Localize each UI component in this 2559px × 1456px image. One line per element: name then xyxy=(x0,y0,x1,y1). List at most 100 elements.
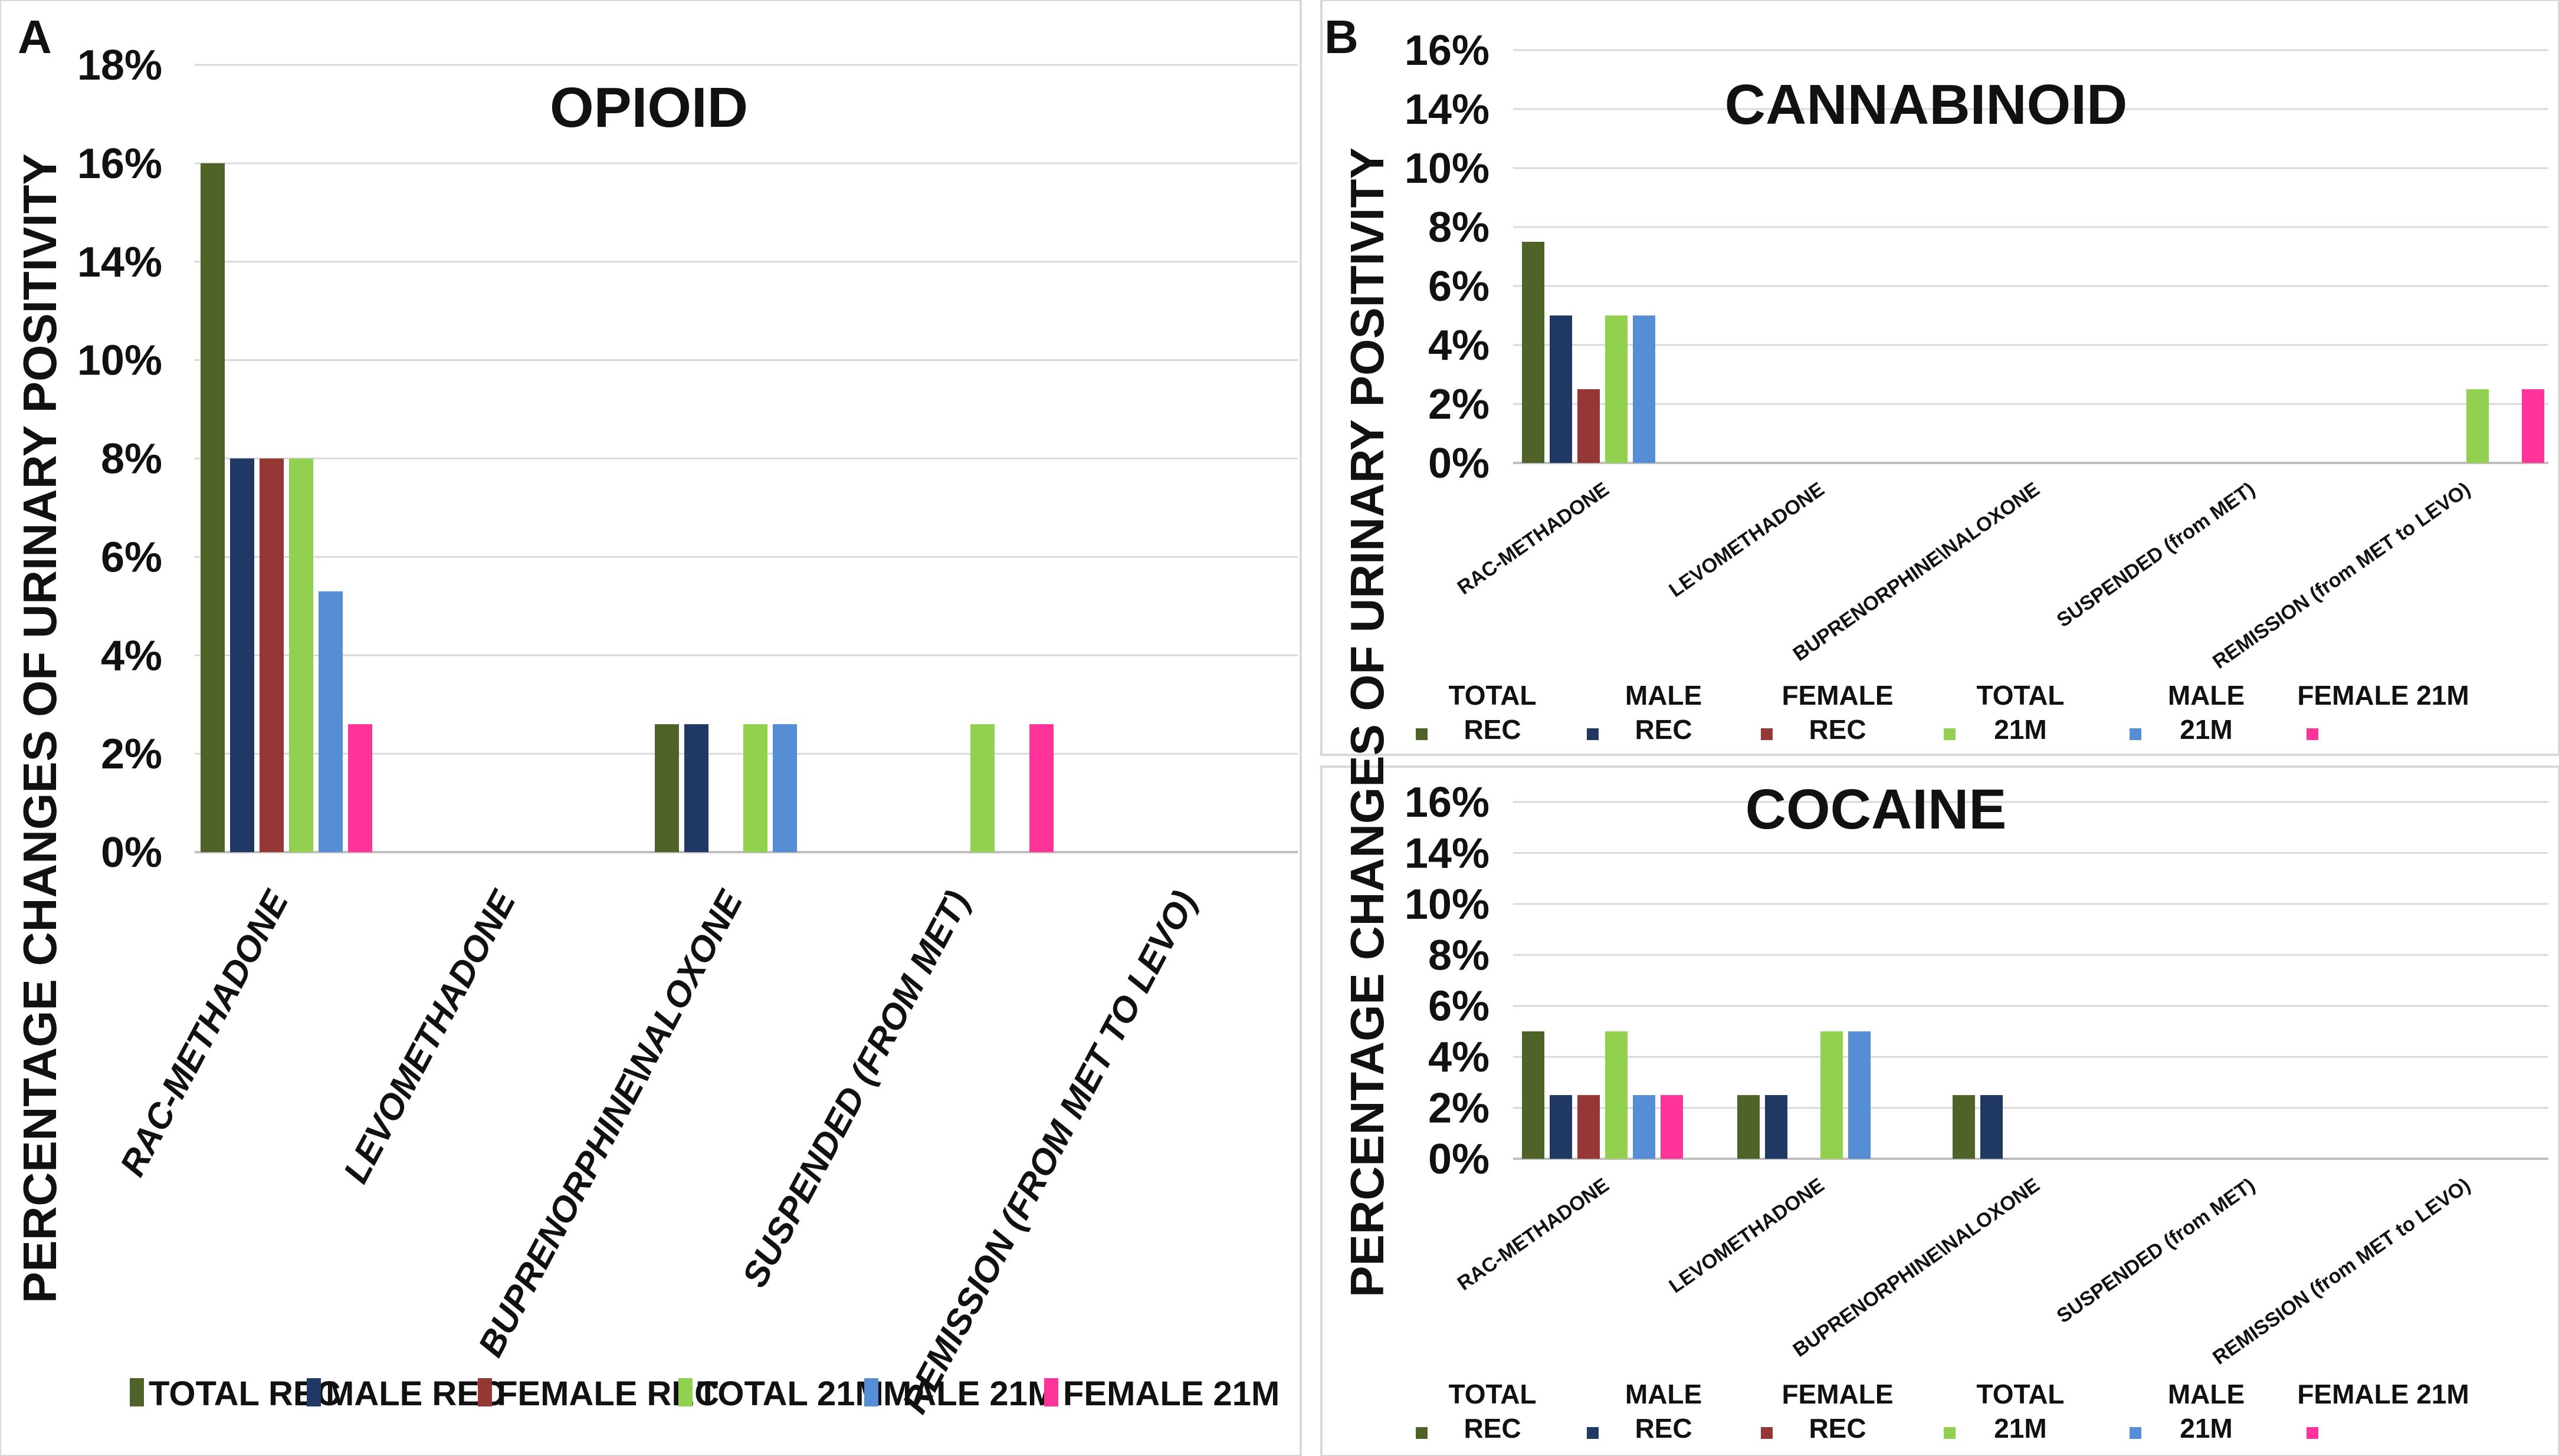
cocaine-frame xyxy=(1320,765,2559,1456)
legend-label-line2: REC xyxy=(1635,714,1692,745)
legend-cocaine: TOTAL REC MALE REC FEMALE REC TOTAL 21M MALE 21M F… xyxy=(1416,1379,2469,1444)
y-tick-label: 10% xyxy=(1405,881,1490,928)
bar-male-rec-rac-methadone xyxy=(1550,1095,1572,1159)
legend-swatch-total-rec xyxy=(130,1378,144,1406)
legend-swatch xyxy=(2130,1427,2141,1439)
legend-swatch xyxy=(1587,728,1599,740)
y-tick-label: 2% xyxy=(101,731,162,778)
legend-swatch-female-rec xyxy=(478,1378,492,1406)
legend-label-line1: MALE xyxy=(2168,680,2245,711)
legend-label-line1: FEMALE xyxy=(1782,680,1893,711)
y-tick-label: 6% xyxy=(101,534,162,581)
bar-female-21m-rac-methadone xyxy=(1661,1095,1683,1159)
legend-label-line2: REC xyxy=(1809,1413,1866,1444)
bar-total-21m-rac-methadone xyxy=(289,458,313,852)
bar-male-21m-rac-methadone xyxy=(1633,315,1655,463)
legend-label-line1: MALE xyxy=(1625,1379,1702,1409)
bar-total-rec-rac-methadone xyxy=(1522,242,1544,463)
y-tick-label: 14% xyxy=(77,239,162,286)
y-tick-label: 10% xyxy=(1405,145,1490,192)
legend-cannabinoid: TOTALRECMALERECFEMALERECTOTAL21MMALE21MF… xyxy=(1416,680,2469,745)
y-tick-label: 14% xyxy=(1405,86,1490,133)
legend-label-line1: MALE xyxy=(1625,680,1702,711)
legend-swatch xyxy=(1587,1427,1599,1439)
legend-swatch xyxy=(1761,728,1773,740)
bar-male-21m-rac-methadone xyxy=(319,591,343,852)
legend-label-line2: REC xyxy=(1464,714,1521,745)
bar-total-rec-buprenorphine-naloxone xyxy=(1953,1095,1975,1159)
legend-label-line1: TOTAL xyxy=(1976,680,2064,711)
y-tick-label: 18% xyxy=(77,42,162,89)
y-tick-label: 0% xyxy=(1428,1136,1490,1183)
bar-male-21m-levomethadone xyxy=(1848,1031,1871,1159)
legend-swatch-male-21m xyxy=(864,1378,878,1406)
legend-swatch xyxy=(1416,1427,1428,1439)
y-tick-label: 14% xyxy=(1405,830,1490,877)
y-tick-label: 2% xyxy=(1428,381,1490,428)
bar-total-21m-suspended-from-met xyxy=(970,724,995,852)
bar-male-21m-buprenorphine-naloxone xyxy=(773,724,797,852)
legend-label-line2: 21M xyxy=(1994,714,2046,745)
legend-label-male-21m: MALE 21M xyxy=(883,1375,1056,1413)
panel-a-frame xyxy=(0,0,1302,1456)
legend-swatch xyxy=(1944,1427,1956,1439)
bar-female-rec-rac-methadone xyxy=(1577,389,1600,463)
bar-male-rec-rac-methadone xyxy=(230,458,254,852)
bar-female-21m-suspended-from-met xyxy=(1029,724,1054,852)
legend-label-line1: TOTAL xyxy=(1448,680,1536,711)
bar-total-21m-remission-from-met-to-levo xyxy=(2466,389,2489,463)
legend-label-line2: 21M xyxy=(1994,1413,2046,1444)
y-tick-label: 0% xyxy=(101,829,162,876)
y-tick-label: 6% xyxy=(1428,263,1490,310)
y-tick-label: 2% xyxy=(1428,1085,1490,1132)
legend-label-line1: FEMALE xyxy=(1782,1379,1893,1409)
bar-total-21m-rac-methadone xyxy=(1605,1031,1628,1159)
y-tick-label: 4% xyxy=(1428,322,1490,369)
bar-female-rec-rac-methadone xyxy=(1577,1095,1600,1159)
legend-swatch xyxy=(2130,728,2141,740)
legend-swatch xyxy=(1761,1427,1773,1439)
legend-label-line1: TOTAL xyxy=(1976,1379,2064,1409)
bar-total-rec-buprenorphine-naloxone xyxy=(655,724,679,852)
y-tick-label: 8% xyxy=(1428,204,1490,251)
panel-label-a: A xyxy=(18,11,52,63)
legend-swatch xyxy=(1944,728,1956,740)
y-tick-label: 16% xyxy=(1405,779,1490,826)
bar-female-21m-rac-methadone xyxy=(348,724,372,852)
legend-label-line2: 21M xyxy=(2180,1413,2232,1444)
bar-total-rec-levomethadone xyxy=(1737,1095,1760,1159)
legend-label-line1: MALE xyxy=(2168,1379,2245,1409)
legend-label-line2: 21M xyxy=(2180,714,2232,745)
y-tick-label: 10% xyxy=(77,337,162,384)
chart-title: OPIOID xyxy=(550,76,748,139)
panel-label-b: B xyxy=(1324,11,1359,63)
bar-male-rec-buprenorphine-naloxone xyxy=(1980,1095,2003,1159)
bar-male-21m-rac-methadone xyxy=(1633,1095,1655,1159)
y-tick-label: 4% xyxy=(101,632,162,679)
legend-label-line1: FEMALE 21M xyxy=(2297,680,2469,711)
legend-label-total-21m: TOTAL 21M xyxy=(697,1375,884,1413)
bar-total-21m-rac-methadone xyxy=(1605,315,1628,463)
y-tick-label: 8% xyxy=(1428,932,1490,979)
bar-male-rec-levomethadone xyxy=(1765,1095,1787,1159)
legend-label-female-21m: FEMALE 21M xyxy=(1063,1375,1280,1413)
legend-swatch-male-rec xyxy=(307,1378,321,1406)
bar-female-rec-rac-methadone xyxy=(260,458,284,852)
ylabel-opioid: PERCENTAGE CHANGES OF URINARY POSITIVITY xyxy=(14,153,66,1303)
bar-female-21m-remission-from-met-to-levo xyxy=(2522,389,2544,463)
bar-total-21m-buprenorphine-naloxone xyxy=(743,724,767,852)
legend-label-line1: FEMALE 21M xyxy=(2297,1379,2469,1409)
bar-total-rec-rac-methadone xyxy=(1522,1031,1544,1159)
y-tick-label: 0% xyxy=(1428,440,1490,487)
bar-male-rec-rac-methadone xyxy=(1550,315,1572,463)
legend-label-male-rec: MALE REC xyxy=(326,1375,504,1413)
chart-title: CANNABINOID xyxy=(1725,73,2128,136)
y-tick-label: 16% xyxy=(1405,27,1490,74)
bar-total-21m-levomethadone xyxy=(1820,1031,1843,1159)
bar-male-rec-buprenorphine-naloxone xyxy=(684,724,708,852)
legend-label-line2: REC xyxy=(1635,1413,1692,1444)
legend-label-line1: TOTAL xyxy=(1448,1379,1536,1409)
y-tick-label: 4% xyxy=(1428,1034,1490,1081)
